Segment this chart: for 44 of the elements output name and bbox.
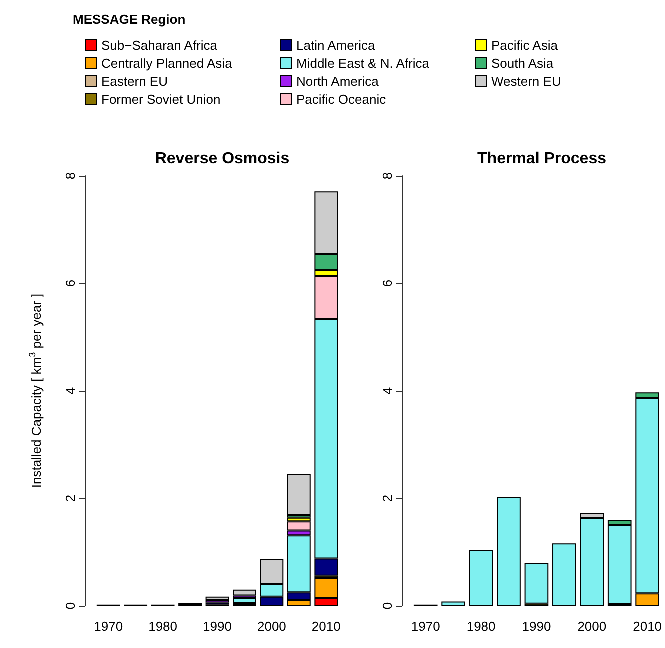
bar xyxy=(206,596,230,600)
bar xyxy=(497,497,521,606)
y-tick-label: 6 xyxy=(63,280,78,288)
bar xyxy=(233,590,256,596)
x-tick-label: 2010 xyxy=(312,619,341,634)
legend-label: Western EU xyxy=(492,74,562,89)
y-tick-label: 4 xyxy=(380,387,395,395)
x-tick-label: 1980 xyxy=(466,619,496,634)
legend-label: North America xyxy=(296,74,380,89)
x-tick-label: 1970 xyxy=(411,619,440,634)
bar xyxy=(469,550,494,606)
x-tick-label: 2000 xyxy=(257,619,286,634)
legend-label: Pacific Asia xyxy=(492,38,559,53)
chart-title: Thermal Process xyxy=(478,150,607,168)
bar xyxy=(552,544,576,606)
legend-label: Sub−Saharan Africa xyxy=(102,38,218,53)
y-tick-label: 4 xyxy=(63,387,78,395)
bar xyxy=(287,474,311,516)
legend-title: MESSAGE Region xyxy=(73,12,186,27)
x-tick-label: 1990 xyxy=(522,619,552,634)
bar xyxy=(442,602,466,606)
x-tick-label: 1970 xyxy=(94,619,124,634)
x-tick-label: 2000 xyxy=(578,619,607,634)
x-tick-label: 1980 xyxy=(148,619,178,634)
legend-label: South Asia xyxy=(492,56,554,71)
y-tick-label: 2 xyxy=(63,494,78,502)
legend-label: Former Soviet Union xyxy=(102,92,221,107)
legend-label: Eastern EU xyxy=(102,74,168,89)
y-axis-title: Installed Capacity [ km3 per year ] xyxy=(28,294,44,488)
x-tick-label: 2010 xyxy=(633,619,662,634)
bar xyxy=(524,564,549,604)
chart-title: Reverse Osmosis xyxy=(155,150,290,168)
x-tick-label: 1990 xyxy=(203,619,232,634)
legend-label: Latin America xyxy=(296,38,376,53)
y-tick-label: 8 xyxy=(63,172,78,180)
legend-label: Middle East & N. Africa xyxy=(296,56,430,71)
y-tick-label: 6 xyxy=(380,280,395,288)
y-tick-label: 8 xyxy=(380,172,395,180)
bar xyxy=(233,598,256,604)
legend-label: Pacific Oceanic xyxy=(296,92,387,107)
legend-label: Centrally Planned Asia xyxy=(102,56,234,71)
y-tick-label: 2 xyxy=(380,494,395,502)
y-tick-label: 0 xyxy=(380,602,395,610)
y-tick-label: 0 xyxy=(63,602,78,610)
